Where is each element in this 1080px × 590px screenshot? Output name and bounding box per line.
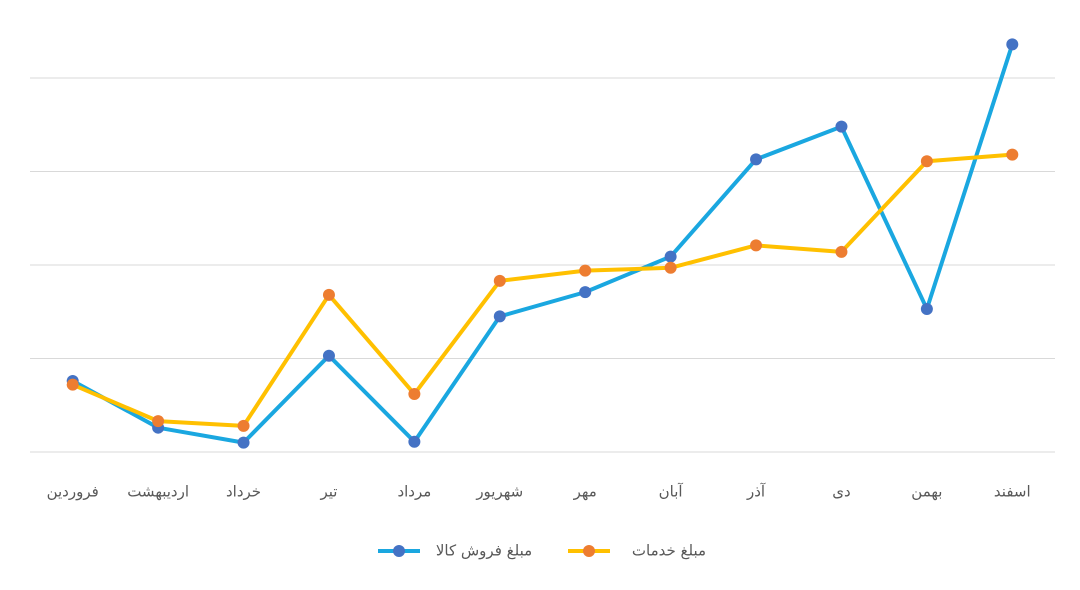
data-point [237,436,250,449]
x-tick-label: دی [832,483,850,501]
data-point [408,435,421,448]
data-point [920,302,933,315]
x-tick-label: مهر [573,483,597,501]
data-point [664,250,677,263]
legend-label: مبلغ خدمات [632,542,706,560]
x-tick-label: اسفند [994,483,1031,501]
series-line [71,152,1013,428]
series-line [71,43,1015,445]
data-point [493,274,506,287]
x-tick-label: بهمن [911,483,942,501]
data-point [835,245,848,258]
data-point [1006,38,1019,51]
data-point [493,310,506,323]
data-point [66,378,79,391]
data-point [322,288,335,301]
data-point [408,388,421,401]
data-point [835,120,848,133]
data-point [237,419,250,432]
legend-marker [583,545,595,557]
x-tick-label: آبان [659,483,684,501]
data-point [750,239,763,252]
data-point [579,286,592,299]
x-tick-label: فروردین [47,483,99,501]
data-point [152,415,165,428]
x-tick-label: خرداد [226,483,261,501]
data-point [664,261,677,274]
data-point [1006,148,1019,161]
data-point [920,155,933,168]
data-point [579,264,592,277]
x-tick-label: شهریور [475,483,523,501]
data-point [750,153,763,166]
legend-marker [393,545,405,557]
legend-label: مبلغ فروش کالا [436,542,532,560]
x-tick-label: مرداد [397,483,431,501]
x-tick-label: تیر [319,483,337,501]
data-point [322,349,335,362]
x-tick-label: اردیبهشت [127,483,189,501]
x-tick-label: آذر [746,483,766,501]
